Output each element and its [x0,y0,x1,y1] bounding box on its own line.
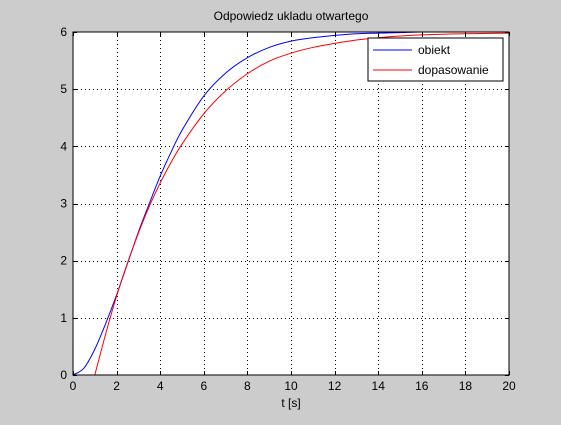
x-tick-label: 16 [415,379,429,393]
x-tick-label: 6 [200,379,207,393]
y-tick-label: 1 [60,311,67,325]
x-tick-label: 2 [113,379,120,393]
plot-area [73,32,509,375]
x-tick-label: 12 [328,379,342,393]
legend-label-obiekt: obiekt [418,43,451,57]
y-tick-label: 3 [60,197,67,211]
x-axis-label: t [s] [281,396,300,410]
x-tick-label: 4 [157,379,164,393]
chart-title: Odpowiedz ukladu otwartego [214,9,369,23]
legend-box [367,37,504,82]
series-line-dopasowanie [94,32,510,376]
x-tick-label: 0 [70,379,77,393]
x-tick-label: 20 [502,379,516,393]
y-tick-label: 6 [60,25,67,39]
x-tick-label: 8 [244,379,251,393]
x-tick-label: 18 [459,379,473,393]
y-tick-label: 5 [60,82,67,96]
legend-label-dopasowanie: dopasowanie [418,63,489,77]
x-tick-label: 10 [284,379,298,393]
y-tick-label: 2 [60,254,67,268]
y-tick-label: 4 [60,139,67,153]
grid-lines [73,32,509,375]
y-tick-label: 0 [60,368,67,382]
legend: obiekt dopasowanie [367,37,504,82]
series-layer [72,31,510,376]
x-tick-label: 14 [372,379,386,393]
